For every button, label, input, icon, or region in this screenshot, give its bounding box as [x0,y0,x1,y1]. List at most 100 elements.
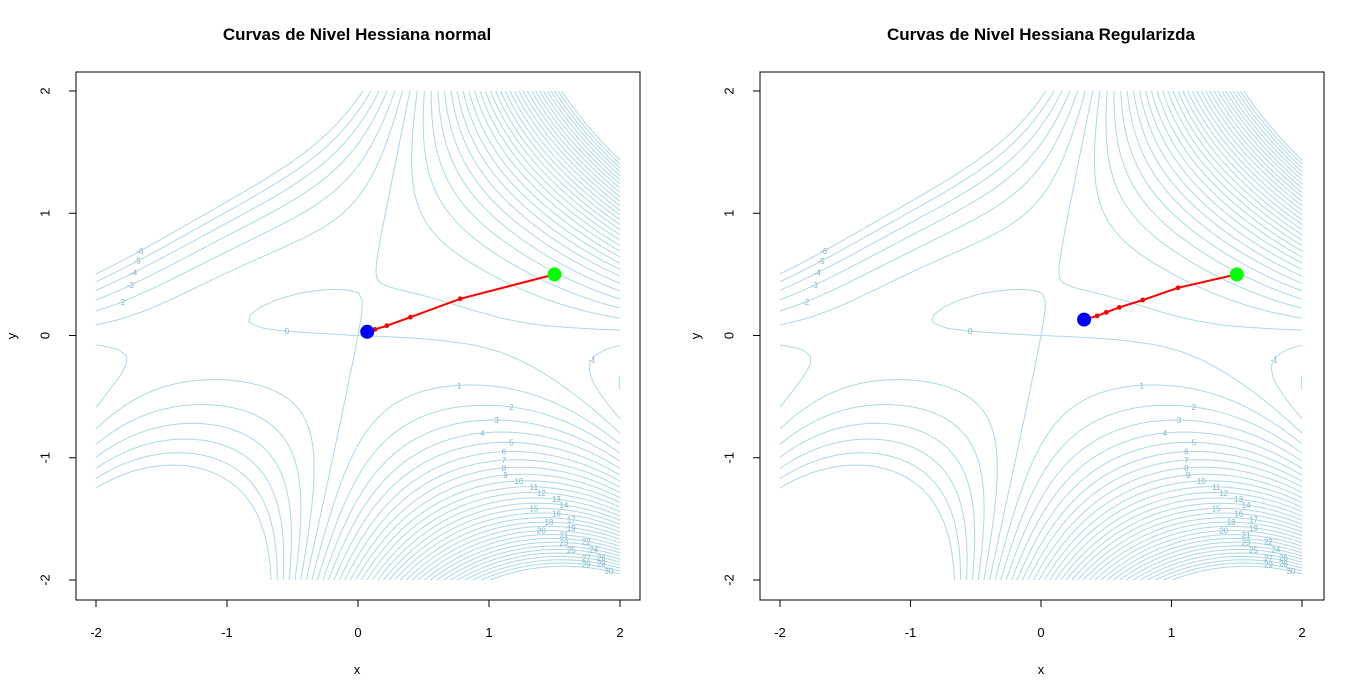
contour-label: 21 [559,531,568,540]
contour-line-9 [355,90,621,581]
contour-line-2 [1000,90,1303,581]
start-point [1229,267,1244,282]
x-tick-label: -2 [90,625,102,640]
contour-line-26 [1139,90,1303,581]
contour-line-8 [1032,90,1303,581]
contour-line-19 [411,90,621,581]
contour-line--2 [779,90,1303,581]
contour-label: 13 [552,495,561,504]
contour-line-25 [450,90,621,581]
y-axis-label: y [688,332,703,339]
contour-line-24 [443,90,621,581]
contour-label: 9 [1186,471,1191,480]
contour-label: 23 [1242,539,1251,548]
x-axis: -2 -1 0 1 2 [90,599,624,640]
contour-line--6 [779,90,1047,581]
y-tick-label: 0 [721,332,736,339]
x-tick-label: 1 [485,625,492,640]
contour-labels: -6-5-4-3-2-10123456789101112131415161718… [802,247,1296,576]
path-point [408,314,413,320]
contour-line-19 [1094,90,1303,581]
contour-line-16 [1077,90,1303,581]
contour-line-23 [1119,90,1303,581]
contour-label: 1 [457,381,462,390]
contour-label: 24 [589,546,598,555]
contour-label: 12 [537,489,546,498]
contour-line-30 [1172,90,1303,581]
contour-line-25 [1132,90,1303,581]
contour-label: 3 [1177,416,1182,425]
y-tick-label: -1 [37,452,52,464]
contour-line-5 [333,90,621,581]
contour-lines [95,90,621,581]
contour-label: 28 [597,560,606,569]
contour-line-12 [1054,90,1303,581]
contour-label: -6 [820,247,828,256]
contour-line-20 [1100,90,1303,581]
y-tick-label: -2 [721,574,736,586]
contour-line-7 [344,90,621,581]
contour-labels: -6-5-4-3-2-10123456789101112131415161718… [118,247,614,576]
contour-line--2 [95,90,621,581]
x-tick-label: 2 [1298,625,1305,640]
contour-line-22 [1112,90,1303,581]
contour-label: 25 [567,546,576,555]
path-point [1116,305,1122,310]
contour-line-6 [1022,90,1303,581]
contour-label: 2 [509,403,514,412]
contour-label: 17 [1249,516,1258,525]
path-point [1103,309,1109,315]
contour-label: -5 [134,257,142,266]
y-tick-label: 2 [37,87,52,94]
contour-line-29 [480,90,621,581]
contour-label: 1 [1139,381,1144,390]
contour-label: -1 [1271,356,1279,365]
contour-label: 0 [968,327,973,336]
contour-label: 30 [604,567,613,576]
contour-line--3 [779,90,1071,581]
contour-label: 15 [1212,504,1221,513]
contour-label: 17 [567,516,576,525]
contour-label: 5 [1192,438,1197,447]
contour-label: 16 [1234,510,1243,519]
y-axis-label: y [4,332,19,339]
contour-line-18 [405,90,621,581]
contour-line-26 [457,90,621,581]
contour-label: 29 [1264,561,1273,570]
contour-line-1 [994,90,1303,581]
contour-line-23 [436,90,621,581]
contour-label: 7 [1184,456,1189,465]
x-tick-label: 0 [1037,625,1044,640]
contour-label: 22 [582,537,591,546]
start-point [547,267,562,282]
contour-label: 21 [1242,531,1251,540]
contour-line-5 [1016,90,1303,581]
contour-label: 11 [530,483,539,492]
contour-label: -1 [589,356,597,365]
path-point [384,323,390,329]
contour-label: 3 [494,416,499,425]
y-tick-label: 0 [37,332,52,339]
contour-label: 8 [502,464,507,473]
contour-line-1 [311,90,621,581]
contour-line-14 [383,90,621,581]
contour-line--4 [779,90,1063,581]
contour-label: 20 [537,527,546,536]
contour-label: 27 [1264,554,1273,563]
x-axis-label: x [1038,662,1045,677]
contour-label: 26 [597,554,606,563]
contour-label: 0 [285,327,290,336]
contour-line-8 [349,90,621,581]
contour-label: 2 [1192,403,1197,412]
path-point [457,296,463,302]
contour-line-16 [394,90,621,581]
contour-line-0 [95,90,621,581]
contour-label: 18 [544,518,553,527]
contour-line-6 [339,90,621,581]
contour-line--5 [95,90,372,581]
contour-line--1 [95,90,621,581]
contour-label: 25 [1249,546,1258,555]
y-axis: -2 -1 0 1 2 [37,87,77,586]
contour-label: 22 [1264,537,1273,546]
contour-label: 15 [529,504,538,513]
